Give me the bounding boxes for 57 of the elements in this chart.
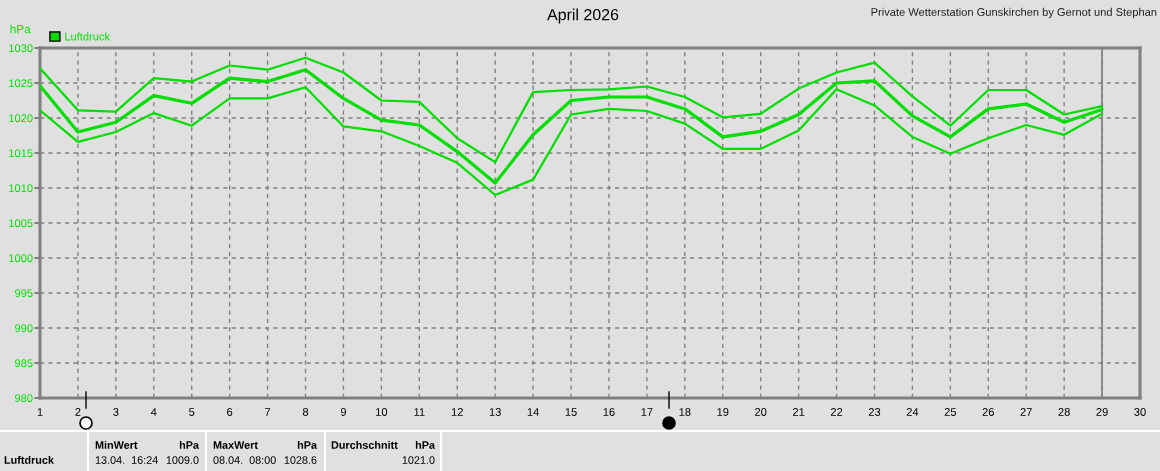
- text: Durchschnitt: [331, 440, 398, 449]
- text: 1009.0: [166, 456, 199, 464]
- x-tick-label: 2: [75, 408, 81, 416]
- y-tick-label: 980: [15, 394, 33, 403]
- y-tick-label: 1005: [9, 219, 33, 228]
- x-tick-label: 1: [37, 408, 43, 416]
- y-tick-label: 1015: [9, 149, 33, 158]
- x-tick-label: 19: [717, 408, 729, 416]
- text: hPa: [297, 440, 318, 449]
- x-tick-label: 14: [527, 408, 539, 416]
- y-tick-label: 995: [15, 289, 33, 298]
- x-tick-label: 15: [565, 408, 577, 416]
- text: Luftdruck: [4, 455, 54, 464]
- y-tick-label: 1020: [9, 114, 33, 123]
- text: MaxWert: [213, 441, 258, 449]
- x-tick-label: 21: [793, 408, 805, 416]
- x-tick-label: 29: [1096, 408, 1108, 416]
- x-tick-label: 25: [944, 408, 957, 416]
- y-tick-label: 1025: [9, 79, 33, 88]
- x-tick-label: 4: [150, 408, 157, 416]
- text: 1028.6: [284, 456, 317, 464]
- x-tick-label: 26: [982, 408, 994, 416]
- text: hPa: [415, 440, 436, 449]
- y-tick-label: 1030: [9, 44, 33, 53]
- y-tick-label: 1010: [9, 184, 33, 193]
- x-tick-label: 10: [376, 408, 388, 416]
- x-tick-label: 3: [113, 408, 119, 416]
- text: Private Wetterstation Gunskirchen by Gernot und Stephan: [871, 7, 1157, 19]
- x-tick-label: 9: [340, 408, 347, 416]
- x-tick-label: 5: [189, 408, 195, 416]
- x-tick-label: 8: [302, 408, 309, 416]
- y-tick-label: 990: [15, 324, 33, 333]
- x-tick-label: 16: [603, 408, 615, 416]
- x-tick-label: 27: [1020, 408, 1032, 416]
- x-tick-label: 17: [641, 408, 653, 416]
- y-tick-label: 1000: [9, 254, 33, 263]
- x-tick-label: 13: [489, 408, 501, 416]
- x-tick-label: 20: [755, 408, 767, 416]
- x-tick-label: 11: [414, 408, 425, 416]
- text: MinWert: [95, 440, 138, 449]
- x-tick-label: 18: [679, 408, 691, 416]
- x-tick-label: 24: [906, 408, 919, 416]
- chart-title: April 2026: [547, 8, 619, 24]
- x-tick-label: 28: [1058, 408, 1070, 416]
- x-tick-label: 23: [868, 408, 881, 416]
- x-tick-label: 7: [265, 408, 271, 416]
- x-tick-label: 12: [451, 408, 463, 416]
- x-tick-label: 30: [1134, 408, 1146, 416]
- x-tick-label: 6: [227, 408, 233, 416]
- text: 08.04. 08:00: [213, 456, 276, 464]
- text: 1021.0: [402, 456, 435, 464]
- legend-label: Luftdruck: [65, 32, 111, 41]
- text: 13.04. 16:24: [95, 456, 158, 464]
- y-axis-title: hPa: [10, 24, 31, 34]
- text: hPa: [179, 440, 200, 449]
- y-tick-label: 985: [15, 359, 33, 368]
- x-tick-label: 22: [830, 408, 843, 416]
